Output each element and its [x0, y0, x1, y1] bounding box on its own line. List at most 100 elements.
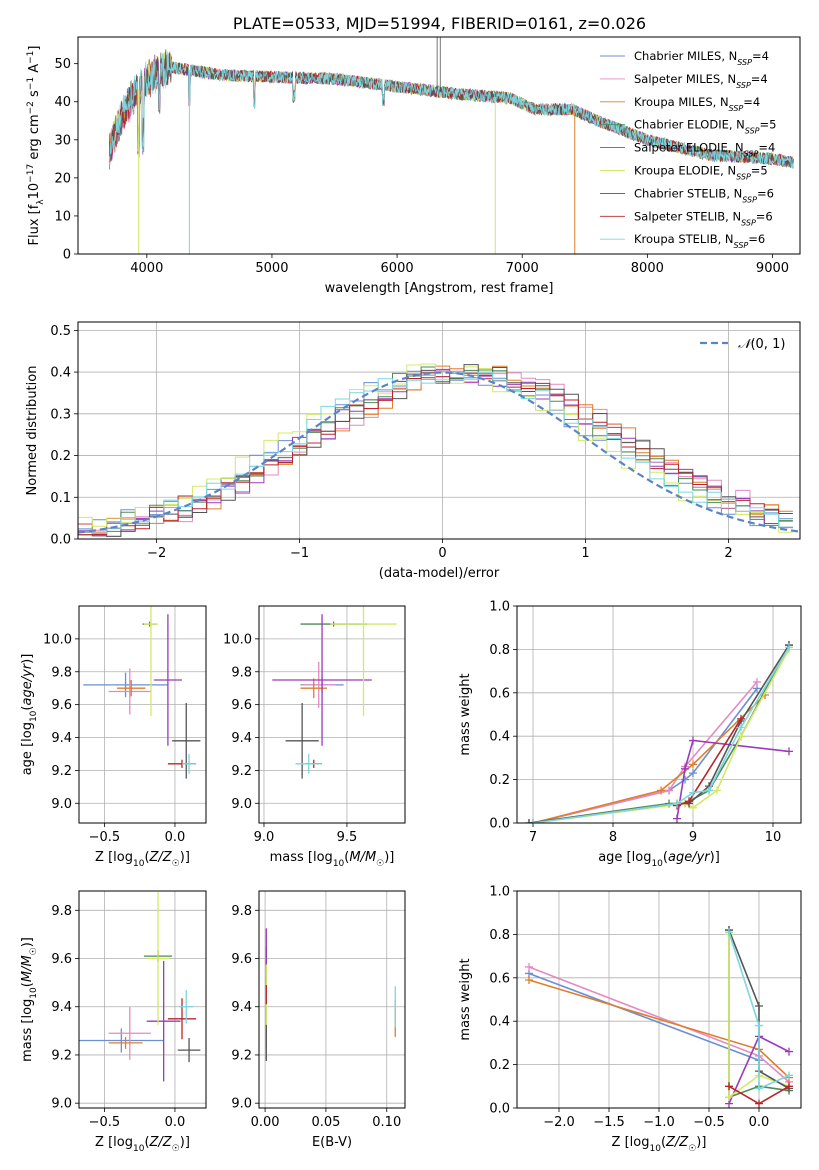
series-group-age_vs_Z	[83, 606, 201, 779]
plot-area-age_vs_Z	[79, 606, 206, 823]
axes-frame	[77, 321, 801, 540]
histogram-step	[78, 370, 793, 539]
x-tick-label: −1.0	[643, 1115, 675, 1130]
axes-massweight_vs_age: 7 8 9 10 0.0 0.2 0.4 0.6 0.8 1.0 age [log10(age/yr…	[458, 600, 802, 869]
x-tick-label: 5000	[255, 261, 288, 276]
axes-frame	[516, 605, 802, 824]
legend-entry: 𝒩(0, 1)	[738, 337, 785, 352]
y-tick-label: 0.5	[50, 324, 71, 339]
gaussian-curve	[78, 371, 799, 534]
series-group-age_vs_mass	[272, 606, 397, 779]
plot-area-mass_vs_Z	[79, 891, 206, 1108]
weight-marker	[665, 786, 673, 795]
series-group-mass_vs_EBV	[265, 928, 396, 1061]
weight-marker	[657, 786, 665, 795]
axes-frame	[78, 605, 207, 824]
legend-entry: Chabrier STELIB, NSSP=6	[634, 186, 774, 204]
weight-marker	[689, 769, 697, 778]
y-tick-label: 9.0	[231, 1097, 252, 1112]
x-tick-label: 9000	[756, 261, 789, 276]
x-tick-label: 6000	[381, 261, 414, 276]
axes-spectrum: 4000 5000 6000 7000 8000 9000 0 10 20 30 40 50 wavel…	[26, 36, 801, 296]
legend-residuals: 𝒩(0, 1)	[700, 337, 785, 352]
weight-marker	[525, 962, 533, 971]
x-tick-label: 9.0	[254, 830, 275, 845]
x-tick-label: −1.5	[593, 1115, 625, 1130]
legend-entry: Salpeter STELIB, NSSP=6	[634, 209, 773, 227]
weight-line	[532, 646, 790, 823]
weight-line	[532, 649, 790, 823]
x-tick-label: 7	[529, 830, 537, 845]
y-tick-label: 9.4	[51, 731, 72, 746]
histogram-step	[78, 370, 793, 539]
weight-marker	[785, 747, 793, 756]
x-axis-label: wavelength [Angstrom, rest frame]	[325, 281, 554, 296]
x-tick-label: −1	[290, 546, 309, 561]
weight-marker	[725, 1093, 733, 1102]
y-tick-label: 0.2	[489, 1058, 510, 1073]
axes-frame	[78, 890, 207, 1109]
legend-entry: Salpeter ELODIE, NSSP=4	[634, 141, 775, 159]
weight-marker	[737, 723, 745, 732]
axes-mass_vs_Z: −0.5 0.0 9.0 9.2 9.4 9.6 9.8 Z [log10(Z/Z☉)] mas…	[20, 890, 207, 1154]
x-tick-label: 0	[438, 546, 446, 561]
x-tick-label: 8	[609, 830, 617, 845]
y-tick-label: 1.0	[489, 600, 510, 615]
x-axis-label: mass [log10(M/M☉)]	[270, 850, 395, 869]
x-tick-label: −2	[147, 546, 166, 561]
y-tick-label: 9.2	[231, 1048, 252, 1063]
y-tick-label: 0.0	[489, 817, 510, 832]
weight-marker	[681, 764, 689, 773]
y-tick-label: 50	[54, 57, 71, 72]
y-tick-label: 9.6	[51, 698, 72, 713]
x-tick-label: −0.5	[89, 1115, 121, 1130]
x-axis-label: (data-model)/error	[379, 566, 500, 581]
y-tick-label: 9.0	[231, 797, 252, 812]
x-tick-label: 0.10	[372, 1115, 401, 1130]
weight-marker	[673, 799, 681, 808]
histogram-step	[78, 368, 793, 539]
histogram-step	[78, 369, 793, 539]
figure-title: PLATE=0533, MJD=51994, FIBERID=0161, z=0…	[233, 14, 646, 33]
x-tick-label: 0.0	[749, 1115, 770, 1130]
y-axis-label: age [log10(age/yr)]	[20, 654, 39, 776]
y-tick-label: 9.6	[51, 952, 72, 967]
y-tick-label: 9.4	[231, 1000, 252, 1015]
axes-mass_vs_EBV: 0.00 0.05 0.10 9.0 9.2 9.4 9.6 9.8 E(B-V)	[231, 890, 406, 1150]
y-tick-label: 9.4	[51, 1000, 72, 1015]
x-axis-label: age [log10(age/yr)]	[598, 850, 720, 869]
x-tick-label: 0.05	[311, 1115, 340, 1130]
y-tick-label: 10	[54, 209, 71, 224]
weight-marker	[681, 775, 689, 784]
axes-residuals: −2 −1 0 1 2 0.0 0.1 0.2 0.3 0.4 0.5 (data-model)/er…	[25, 321, 801, 581]
y-tick-label: 9.6	[231, 952, 252, 967]
histogram-step	[78, 372, 793, 539]
legend-entry: Chabrier MILES, NSSP=4	[634, 49, 769, 67]
y-axis-label: Normed distribution	[25, 366, 40, 496]
weight-marker	[673, 814, 681, 823]
y-tick-label: 9.4	[231, 731, 252, 746]
weight-marker	[755, 1002, 763, 1011]
axes-layer: 4000 5000 6000 7000 8000 900001020304050wavel…	[20, 36, 802, 1154]
y-tick-label: 0.8	[489, 643, 510, 658]
y-tick-label: 0.2	[50, 449, 71, 464]
series-group-mass_vs_Z	[79, 892, 201, 1082]
weight-marker	[725, 928, 733, 937]
y-tick-label: 9.2	[51, 764, 72, 779]
series-group-spectrum	[108, 37, 794, 254]
series-group-massweight_vs_Z	[525, 926, 793, 1108]
y-tick-label: 10.0	[223, 632, 252, 647]
x-axis-label: Z [log10(Z/Z☉)]	[95, 1135, 190, 1154]
x-tick-label: 4000	[130, 261, 163, 276]
weight-marker	[785, 1047, 793, 1056]
weight-marker	[705, 786, 713, 795]
y-axis-label: mass [log10(M/M☉)]	[20, 937, 39, 1062]
weight-marker	[525, 819, 533, 823]
weight-line	[528, 972, 760, 1062]
weight-marker	[689, 760, 697, 769]
axes-frame	[77, 36, 801, 255]
x-tick-label: 10	[765, 830, 782, 845]
axes-age_vs_mass: 9.0 9.5 9.0 9.2 9.4 9.6 9.8 10.0 mass [log10(M/M…	[223, 605, 406, 869]
histogram-step	[78, 365, 793, 539]
series-group-massweight_vs_age	[525, 641, 793, 823]
